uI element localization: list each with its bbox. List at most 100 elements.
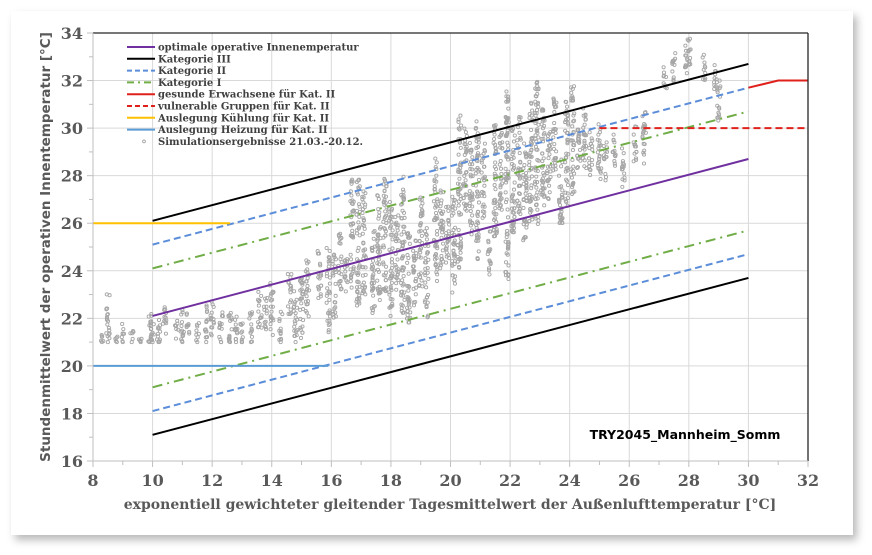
scatter-point xyxy=(595,150,600,155)
scatter-point xyxy=(426,257,431,262)
scatter-point xyxy=(387,199,392,205)
scatter-point xyxy=(304,279,309,284)
scatter-point xyxy=(597,143,602,149)
scatter-point xyxy=(375,267,381,272)
scatter-point xyxy=(683,53,688,58)
scatter-point xyxy=(631,132,636,137)
scatter-point xyxy=(417,283,422,288)
scatter-point xyxy=(376,207,381,212)
scatter-point xyxy=(641,128,646,134)
scatter-point xyxy=(333,314,338,319)
scatter-point xyxy=(370,276,375,281)
scatter-point xyxy=(451,211,456,216)
scatter-point xyxy=(277,317,282,322)
scatter-point xyxy=(504,178,509,183)
scatter-point xyxy=(326,330,331,335)
scatter-point xyxy=(552,156,557,161)
scatter-point xyxy=(394,220,399,225)
scatter-point xyxy=(612,140,617,145)
scatter-point xyxy=(399,232,404,237)
scatter-point xyxy=(395,257,400,262)
scatter-point xyxy=(461,201,467,206)
scatter-point xyxy=(467,189,472,194)
scatter-point xyxy=(219,340,224,345)
scatter-point xyxy=(535,127,540,132)
scatter-point xyxy=(455,243,460,248)
scatter-point xyxy=(683,64,689,69)
scatter-point xyxy=(551,97,556,102)
scatter-point xyxy=(622,178,627,183)
scatter-point xyxy=(348,233,353,238)
series-line-1 xyxy=(152,62,749,222)
scatter-point xyxy=(425,250,430,255)
scatter-point xyxy=(331,273,336,278)
scatter-point xyxy=(343,289,348,294)
scatter-point xyxy=(120,331,125,336)
scatter-point xyxy=(535,207,540,212)
scatter-point xyxy=(467,140,472,146)
scatter-point xyxy=(388,225,393,230)
scatter-point xyxy=(401,274,406,279)
scatter-point xyxy=(339,286,344,291)
scatter-point xyxy=(583,144,588,149)
scatter-point xyxy=(633,156,639,161)
scatter-point xyxy=(209,333,214,338)
scatter-point xyxy=(717,86,722,91)
scatter-point xyxy=(510,230,515,235)
scatter-point xyxy=(455,190,461,195)
scatter-point xyxy=(597,138,602,143)
scatter-point xyxy=(327,318,332,323)
scatter-point xyxy=(239,322,244,327)
scatter-point xyxy=(683,43,688,48)
scatter-point xyxy=(406,271,411,276)
scatter-point xyxy=(418,222,423,227)
scatter-point xyxy=(360,210,365,216)
scatter-point xyxy=(361,265,366,270)
scatter-point xyxy=(240,329,245,334)
scatter-point xyxy=(559,195,564,200)
scatter-point xyxy=(381,262,386,267)
scatter-point xyxy=(661,81,666,86)
scatter-point xyxy=(462,152,467,157)
scatter-point xyxy=(115,334,120,339)
scatter-point xyxy=(400,303,405,308)
scatter-point xyxy=(488,261,493,267)
scatter-point xyxy=(534,128,539,134)
scatter-point xyxy=(479,153,484,158)
scatter-point xyxy=(304,288,309,293)
scatter-point xyxy=(383,229,388,234)
scatter-point xyxy=(444,244,449,249)
scatter-point xyxy=(498,185,503,190)
scatter-point xyxy=(327,291,332,296)
scatter-point xyxy=(342,275,347,280)
scatter-point xyxy=(545,148,550,153)
scatter-point xyxy=(370,308,375,313)
scatter-point xyxy=(517,203,522,208)
scatter-point xyxy=(529,174,535,179)
scatter-point xyxy=(298,316,303,321)
scatter-point xyxy=(156,340,161,345)
scatter-point xyxy=(570,185,575,190)
scatter-point xyxy=(503,180,509,185)
scatter-point xyxy=(493,142,498,147)
scatter-point xyxy=(363,265,368,270)
scatter-point xyxy=(406,288,411,293)
scatter-point xyxy=(498,183,503,188)
scatter-point xyxy=(362,205,367,210)
scatter-point xyxy=(456,169,461,174)
legend-item: gesunde Erwachsene für Kat. II xyxy=(127,90,336,101)
scatter-point xyxy=(349,223,354,228)
scatter-point xyxy=(470,155,475,160)
scatter-point xyxy=(389,257,394,262)
scatter-point xyxy=(487,272,492,277)
scatter-point xyxy=(333,293,338,298)
scatter-point xyxy=(571,164,576,169)
legend-item: optimale operative Innenemperatur xyxy=(127,43,359,54)
scatter-point xyxy=(474,119,479,124)
scatter-point xyxy=(569,90,574,95)
y-tick-label: 30 xyxy=(61,119,83,138)
scatter-point xyxy=(503,172,508,177)
y-axis-title: Stundenmittelwert der operativen Innente… xyxy=(38,32,54,462)
scatter-point xyxy=(487,259,493,264)
